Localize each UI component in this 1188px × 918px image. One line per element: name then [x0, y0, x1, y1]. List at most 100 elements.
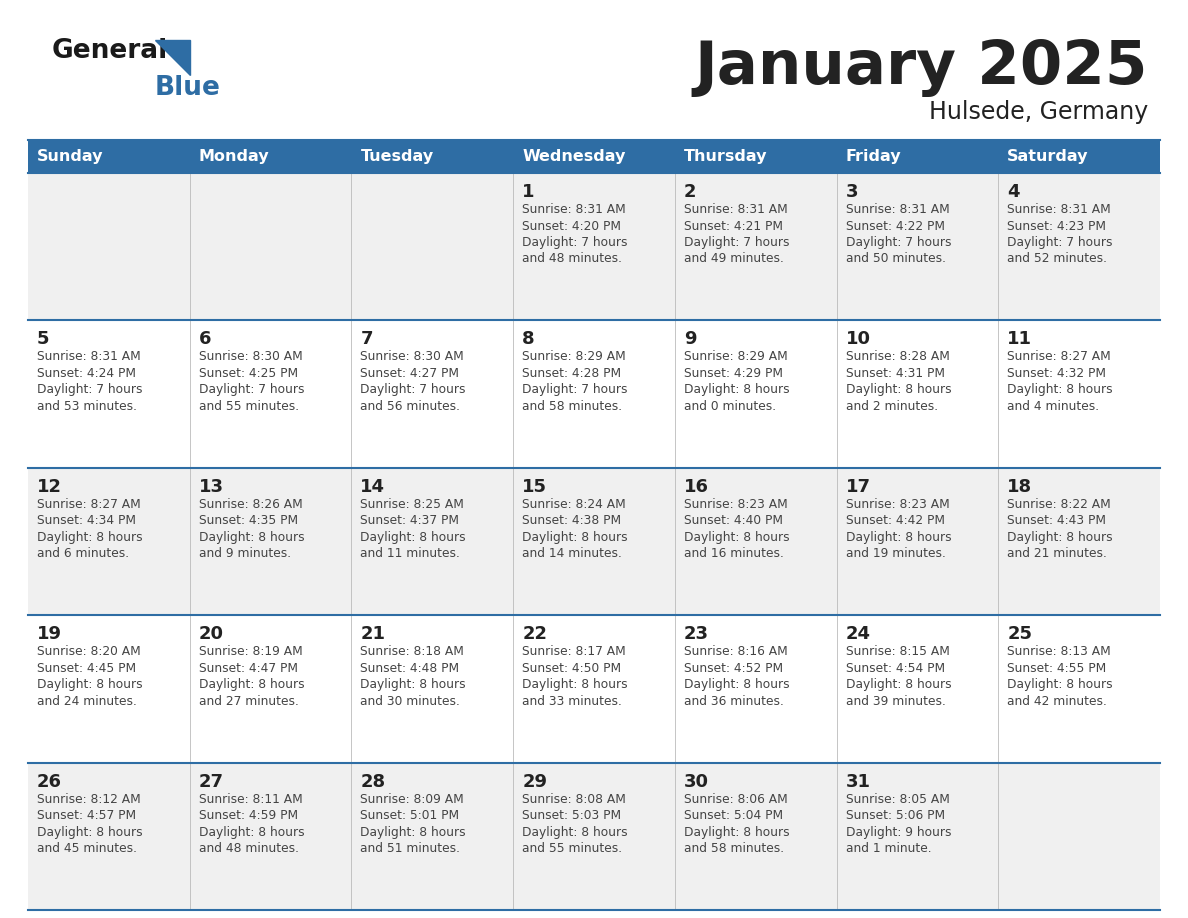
- Text: Daylight: 8 hours: Daylight: 8 hours: [198, 531, 304, 543]
- Text: Wednesday: Wednesday: [523, 149, 626, 164]
- Text: Sunset: 4:59 PM: Sunset: 4:59 PM: [198, 809, 298, 823]
- Text: 5: 5: [37, 330, 50, 349]
- Text: Daylight: 8 hours: Daylight: 8 hours: [684, 384, 790, 397]
- Text: 13: 13: [198, 477, 223, 496]
- Text: and 56 minutes.: and 56 minutes.: [360, 400, 461, 413]
- Text: and 0 minutes.: and 0 minutes.: [684, 400, 776, 413]
- Text: Daylight: 8 hours: Daylight: 8 hours: [523, 825, 627, 839]
- Text: Sunrise: 8:25 AM: Sunrise: 8:25 AM: [360, 498, 465, 510]
- Text: Daylight: 8 hours: Daylight: 8 hours: [684, 825, 790, 839]
- Text: Sunset: 4:28 PM: Sunset: 4:28 PM: [523, 367, 621, 380]
- Bar: [190, 468, 352, 615]
- Text: and 42 minutes.: and 42 minutes.: [1007, 695, 1107, 708]
- Bar: [513, 140, 675, 173]
- Text: Sunset: 4:22 PM: Sunset: 4:22 PM: [846, 219, 944, 232]
- Text: and 51 minutes.: and 51 minutes.: [360, 842, 461, 855]
- Text: Sunrise: 8:17 AM: Sunrise: 8:17 AM: [523, 645, 626, 658]
- Text: Sunrise: 8:27 AM: Sunrise: 8:27 AM: [1007, 351, 1111, 364]
- Text: and 45 minutes.: and 45 minutes.: [37, 842, 137, 855]
- Bar: [675, 140, 836, 173]
- Text: Blue: Blue: [154, 75, 221, 101]
- Text: Sunrise: 8:22 AM: Sunrise: 8:22 AM: [1007, 498, 1111, 510]
- Text: Monday: Monday: [198, 149, 270, 164]
- Text: Sunrise: 8:20 AM: Sunrise: 8:20 AM: [37, 645, 140, 658]
- Bar: [352, 140, 513, 173]
- Bar: [29, 468, 190, 615]
- Bar: [998, 173, 1159, 320]
- Text: Sunrise: 8:23 AM: Sunrise: 8:23 AM: [846, 498, 949, 510]
- Text: 2: 2: [684, 183, 696, 201]
- Text: 10: 10: [846, 330, 871, 349]
- Text: Sunrise: 8:31 AM: Sunrise: 8:31 AM: [523, 203, 626, 216]
- Text: and 55 minutes.: and 55 minutes.: [198, 400, 299, 413]
- Text: Sunrise: 8:05 AM: Sunrise: 8:05 AM: [846, 792, 949, 806]
- Bar: [675, 320, 836, 468]
- Text: 18: 18: [1007, 477, 1032, 496]
- Text: Daylight: 8 hours: Daylight: 8 hours: [37, 678, 143, 691]
- Text: Sunrise: 8:13 AM: Sunrise: 8:13 AM: [1007, 645, 1111, 658]
- Bar: [513, 173, 675, 320]
- Text: 9: 9: [684, 330, 696, 349]
- Bar: [352, 468, 513, 615]
- Text: and 9 minutes.: and 9 minutes.: [198, 547, 291, 560]
- Text: Daylight: 7 hours: Daylight: 7 hours: [1007, 236, 1113, 249]
- Bar: [513, 615, 675, 763]
- Text: Daylight: 8 hours: Daylight: 8 hours: [198, 678, 304, 691]
- Text: Daylight: 8 hours: Daylight: 8 hours: [1007, 531, 1113, 543]
- Text: Sunset: 4:29 PM: Sunset: 4:29 PM: [684, 367, 783, 380]
- Bar: [836, 763, 998, 910]
- Bar: [29, 320, 190, 468]
- Text: Sunrise: 8:23 AM: Sunrise: 8:23 AM: [684, 498, 788, 510]
- Text: General: General: [52, 38, 169, 64]
- Text: Sunrise: 8:16 AM: Sunrise: 8:16 AM: [684, 645, 788, 658]
- Text: Daylight: 7 hours: Daylight: 7 hours: [846, 236, 952, 249]
- Bar: [513, 763, 675, 910]
- Text: Daylight: 8 hours: Daylight: 8 hours: [360, 678, 466, 691]
- Text: Sunrise: 8:26 AM: Sunrise: 8:26 AM: [198, 498, 303, 510]
- Text: Sunset: 4:50 PM: Sunset: 4:50 PM: [523, 662, 621, 675]
- Text: Daylight: 8 hours: Daylight: 8 hours: [523, 531, 627, 543]
- Bar: [998, 140, 1159, 173]
- Bar: [352, 320, 513, 468]
- Bar: [675, 173, 836, 320]
- Bar: [998, 615, 1159, 763]
- Text: Sunrise: 8:12 AM: Sunrise: 8:12 AM: [37, 792, 140, 806]
- Text: 31: 31: [846, 773, 871, 790]
- Text: Sunset: 4:42 PM: Sunset: 4:42 PM: [846, 514, 944, 527]
- Text: Sunrise: 8:11 AM: Sunrise: 8:11 AM: [198, 792, 303, 806]
- Bar: [190, 763, 352, 910]
- Text: 27: 27: [198, 773, 223, 790]
- Text: Daylight: 8 hours: Daylight: 8 hours: [1007, 384, 1113, 397]
- Text: Tuesday: Tuesday: [360, 149, 434, 164]
- Bar: [352, 615, 513, 763]
- Bar: [675, 763, 836, 910]
- Text: Daylight: 7 hours: Daylight: 7 hours: [523, 384, 627, 397]
- Bar: [29, 763, 190, 910]
- Bar: [190, 140, 352, 173]
- Text: Sunrise: 8:06 AM: Sunrise: 8:06 AM: [684, 792, 788, 806]
- Text: Sunrise: 8:31 AM: Sunrise: 8:31 AM: [684, 203, 788, 216]
- Text: Sunrise: 8:08 AM: Sunrise: 8:08 AM: [523, 792, 626, 806]
- Text: Daylight: 7 hours: Daylight: 7 hours: [523, 236, 627, 249]
- Text: 3: 3: [846, 183, 858, 201]
- Bar: [513, 468, 675, 615]
- Text: Sunrise: 8:31 AM: Sunrise: 8:31 AM: [1007, 203, 1111, 216]
- Text: and 58 minutes.: and 58 minutes.: [523, 400, 623, 413]
- Text: 6: 6: [198, 330, 211, 349]
- Bar: [675, 468, 836, 615]
- Text: Daylight: 8 hours: Daylight: 8 hours: [846, 678, 952, 691]
- Text: Daylight: 8 hours: Daylight: 8 hours: [37, 825, 143, 839]
- Text: Sunset: 5:01 PM: Sunset: 5:01 PM: [360, 809, 460, 823]
- Text: Sunrise: 8:28 AM: Sunrise: 8:28 AM: [846, 351, 949, 364]
- Bar: [998, 468, 1159, 615]
- Text: 24: 24: [846, 625, 871, 644]
- Text: and 4 minutes.: and 4 minutes.: [1007, 400, 1099, 413]
- Text: Sunset: 4:38 PM: Sunset: 4:38 PM: [523, 514, 621, 527]
- Text: and 11 minutes.: and 11 minutes.: [360, 547, 460, 560]
- Text: Sunday: Sunday: [37, 149, 103, 164]
- Text: 16: 16: [684, 477, 709, 496]
- Text: Daylight: 7 hours: Daylight: 7 hours: [684, 236, 789, 249]
- Text: and 36 minutes.: and 36 minutes.: [684, 695, 784, 708]
- Text: Sunset: 4:31 PM: Sunset: 4:31 PM: [846, 367, 944, 380]
- Text: 20: 20: [198, 625, 223, 644]
